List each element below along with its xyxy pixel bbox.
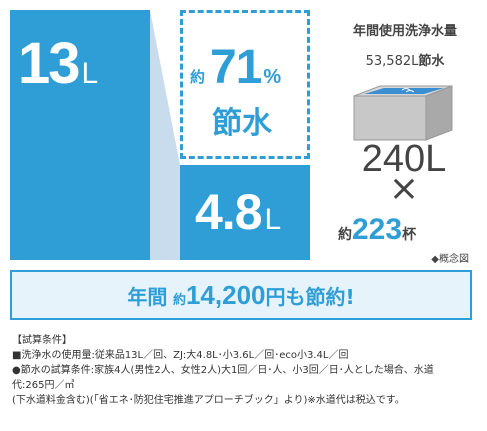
new-usage-bar — [180, 165, 310, 260]
annual-savings-banner: 年間 約14,200円も節約! — [10, 270, 472, 320]
current-usage-value: 13 L — [18, 31, 98, 96]
saving-percent: 71% — [210, 41, 281, 94]
new-usage-value: 4.8 L — [195, 184, 281, 240]
conditions-heading: 【試算条件】 — [12, 335, 72, 346]
conditions-line: (下水道料金含む)(「省エネ･防犯住宅推進アプローチブック」より)※水道代は税込… — [12, 395, 405, 406]
conditions-line: ■洗浄水の使用量:従来品13L／回、ZJ:大4.8L･小3.6L／回･eco小3… — [12, 350, 349, 361]
annual-usage-title: 年間使用洗浄水量 — [352, 24, 457, 39]
reduction-wedge — [150, 10, 180, 260]
conditions-line: ●節水の試算条件:家族4人(男性2人、女性2人)大1回／日･人、小3回／日･人と… — [12, 365, 434, 376]
saving-label: 節水 — [212, 106, 272, 141]
bathtub-count: 約223杯 — [338, 213, 417, 246]
current-usage-bar — [10, 10, 150, 260]
bathtub-icon — [353, 85, 453, 141]
calculation-conditions: 【試算条件】 ■洗浄水の使用量:従来品13L／回、ZJ:大4.8L･小3.6L／… — [12, 333, 482, 408]
annual-saved-volume: 53,582L節水 — [365, 54, 445, 69]
saving-box — [180, 10, 310, 159]
figure-note: ◆概念図 — [431, 254, 469, 265]
multiply-sign: × — [388, 168, 420, 209]
bathtub-volume: 240L — [361, 138, 447, 180]
conditions-line: 代:265円／㎥ — [12, 380, 75, 391]
saving-prefix: 約 — [190, 68, 206, 86]
